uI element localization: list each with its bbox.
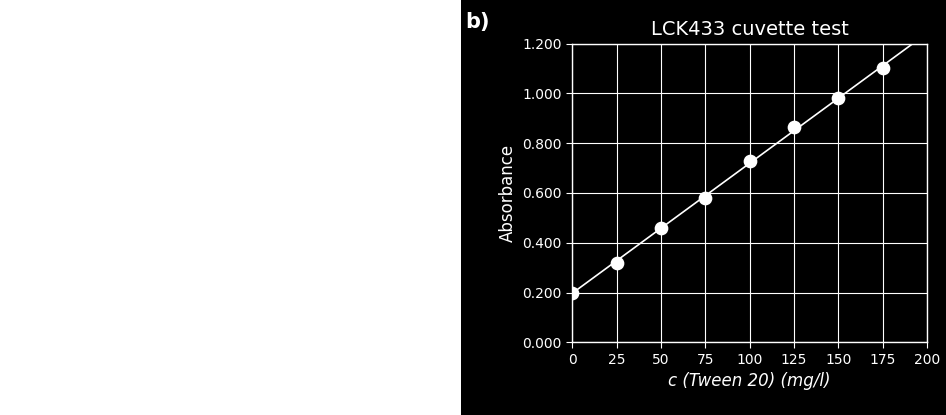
Point: [609, 259, 624, 266]
Text: b): b): [465, 12, 490, 32]
Point: [875, 65, 890, 72]
Point: [742, 157, 757, 164]
X-axis label: c (Tween 20) (mg/l): c (Tween 20) (mg/l): [669, 372, 831, 391]
Point: [654, 225, 669, 231]
Point: [698, 195, 713, 201]
Title: LCK433 cuvette test: LCK433 cuvette test: [651, 20, 849, 39]
Point: [565, 289, 580, 296]
Y-axis label: Absorbance: Absorbance: [499, 144, 517, 242]
Point: [786, 124, 801, 130]
Point: [831, 95, 846, 102]
